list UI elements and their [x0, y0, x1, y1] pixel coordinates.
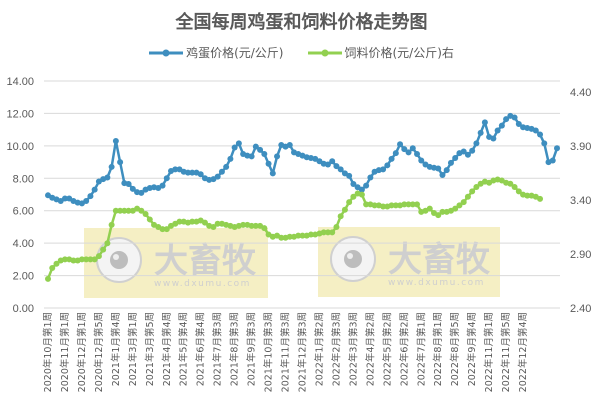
series-layer: [45, 112, 560, 282]
right-axis-tick-label: 2.40: [570, 303, 591, 315]
x-axis-tick-label: 2022年7月第1周: [415, 312, 427, 386]
left-axis-tick-label: 14.00: [6, 76, 34, 88]
svg-text:www.dxumu.com: www.dxumu.com: [388, 278, 485, 288]
x-axis-tick-label: 2021年10月第3周: [263, 312, 275, 392]
left-axis-tick-label: 0.00: [13, 303, 34, 315]
left-axis-tick-label: 6.00: [13, 206, 34, 218]
x-axis-tick-label: 2020年12月第1周: [76, 312, 88, 392]
x-axis-tick-label: 2022年8月第5周: [449, 312, 461, 386]
x-axis-tick-label: 2022年5月第2周: [381, 312, 393, 386]
legend-line-marker-icon: [307, 49, 342, 56]
legend: 鸡蛋价格(元/公斤) 饲料价格(元/公斤)右: [0, 44, 603, 61]
right-axis-tick-label: 4.40: [570, 87, 591, 99]
feed-price-series: [45, 176, 544, 282]
x-axis-tick-label: 2021年5月第4周: [178, 312, 190, 386]
left-axis-tick-label: 10.00: [6, 141, 34, 153]
right-axis-ticks: 2.40 2.90 3.40 3.90 4.40: [570, 87, 591, 315]
chart-title: 全国每周鸡蛋和饲料价格走势图: [175, 12, 428, 33]
x-axis-tick-label: 2021年3月第5周: [144, 312, 156, 386]
legend-label-egg: 鸡蛋价格(元/公斤): [186, 46, 284, 60]
x-axis-tick-label: 2021年7月第3周: [212, 312, 224, 386]
x-axis-tick-label: 2020年11月第1周: [59, 312, 71, 392]
x-axis-tick-label: 2021年6月第4周: [195, 312, 207, 386]
left-axis-tick-label: 12.00: [6, 108, 34, 120]
right-axis-tick-label: 3.40: [570, 195, 591, 207]
svg-text:大畜牧: 大畜牧: [388, 240, 491, 280]
x-axis-ticks: 2020年10月第1周 2020年11月第1周 2020年12月第1周 2020年12…: [42, 312, 529, 392]
x-axis-tick-label: 2021年8月第3周: [229, 312, 241, 386]
x-axis-tick-label: 2022年8月第1周: [432, 312, 444, 386]
x-axis-tick-label: 2022年6月第2周: [398, 312, 410, 386]
right-axis-tick-label: 2.90: [570, 249, 591, 261]
x-axis-tick-label: 2021年1月第4周: [110, 312, 122, 386]
svg-text:www.dxumu.com: www.dxumu.com: [154, 279, 251, 289]
left-axis-tick-label: 2.00: [13, 271, 34, 283]
x-axis-tick-label: 2021年9月第3周: [246, 312, 258, 386]
right-axis-tick-label: 3.90: [570, 141, 591, 153]
x-axis-tick-label: 2022年12月第4周: [517, 312, 529, 392]
egg-price-series: [45, 112, 560, 207]
x-axis-tick-label: 2022年9月第4周: [466, 312, 478, 386]
legend-item-feed[interactable]: 饲料价格(元/公斤)右: [307, 44, 454, 61]
x-axis-tick-label: 2022年11月第1周: [483, 312, 495, 392]
x-axis-tick-label: 2022年1月第2周: [313, 312, 325, 386]
x-axis-tick-label: 2022年2月第3周: [330, 312, 342, 386]
svg-text:大畜牧: 大畜牧: [154, 241, 257, 281]
x-axis-tick-label: 2022年4月第2周: [364, 312, 376, 386]
x-axis-tick-label: 2021年12月第3周: [297, 312, 309, 392]
x-axis-tick-label: 2021年3月第1周: [127, 312, 139, 386]
x-axis-tick-label: 2022年3月第3周: [347, 312, 359, 386]
x-axis-tick-label: 2021年4月第4周: [161, 312, 173, 386]
x-axis-tick-label: 2020年10月第1周: [42, 312, 54, 392]
legend-item-egg[interactable]: 鸡蛋价格(元/公斤): [149, 44, 284, 61]
left-axis-ticks: 0.00 2.00 4.00 6.00 8.00 10.00 12.00 14.00: [6, 76, 34, 315]
left-axis-tick-label: 4.00: [13, 238, 34, 250]
legend-line-marker-icon: [149, 49, 184, 56]
x-axis-tick-label: 2021年11月第3周: [280, 312, 292, 392]
x-axis-tick-label: 2020年12月第5周: [93, 312, 105, 392]
left-axis-tick-label: 8.00: [13, 173, 34, 185]
x-axis-tick-label: 2022年11月第5周: [500, 312, 512, 392]
legend-label-feed: 饲料价格(元/公斤)右: [344, 46, 454, 60]
